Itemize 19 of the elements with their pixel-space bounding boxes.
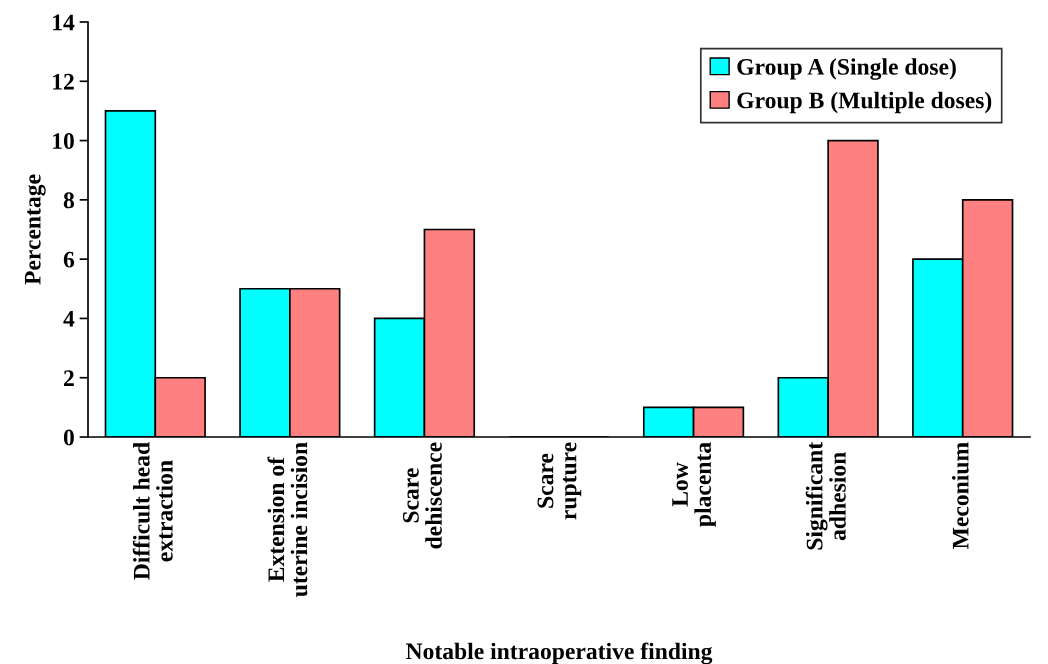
y-tick-label: 2 xyxy=(63,370,74,386)
legend-label: Group A (Single dose) xyxy=(737,58,956,80)
x-axis-title: Notable intraoperative finding xyxy=(405,642,713,664)
y-tick-label: 8 xyxy=(63,192,75,209)
x-tick-label: Significant adhesion xyxy=(805,441,846,550)
x-tick-label: Scare dehiscence xyxy=(402,442,442,549)
y-tick-label: 4 xyxy=(63,311,75,327)
y-tick-label: 12 xyxy=(53,73,74,90)
x-tick-label: Meconium xyxy=(952,442,969,549)
legend-label: Group B (Multiple doses) xyxy=(737,91,992,114)
y-tick-label: 10 xyxy=(53,133,74,149)
y-tick-label: 0 xyxy=(63,429,74,446)
x-tick-label: Extension of uterine incision xyxy=(267,442,308,597)
x-tick-label: Difficult head extraction xyxy=(132,442,173,580)
x-tick-label: Low placenta xyxy=(672,442,716,527)
y-tick-label: 6 xyxy=(63,251,75,268)
y-tick-label: 14 xyxy=(53,14,75,31)
y-axis-title: Percentage xyxy=(24,174,46,285)
x-tick-label: Scare rupture xyxy=(537,442,582,520)
